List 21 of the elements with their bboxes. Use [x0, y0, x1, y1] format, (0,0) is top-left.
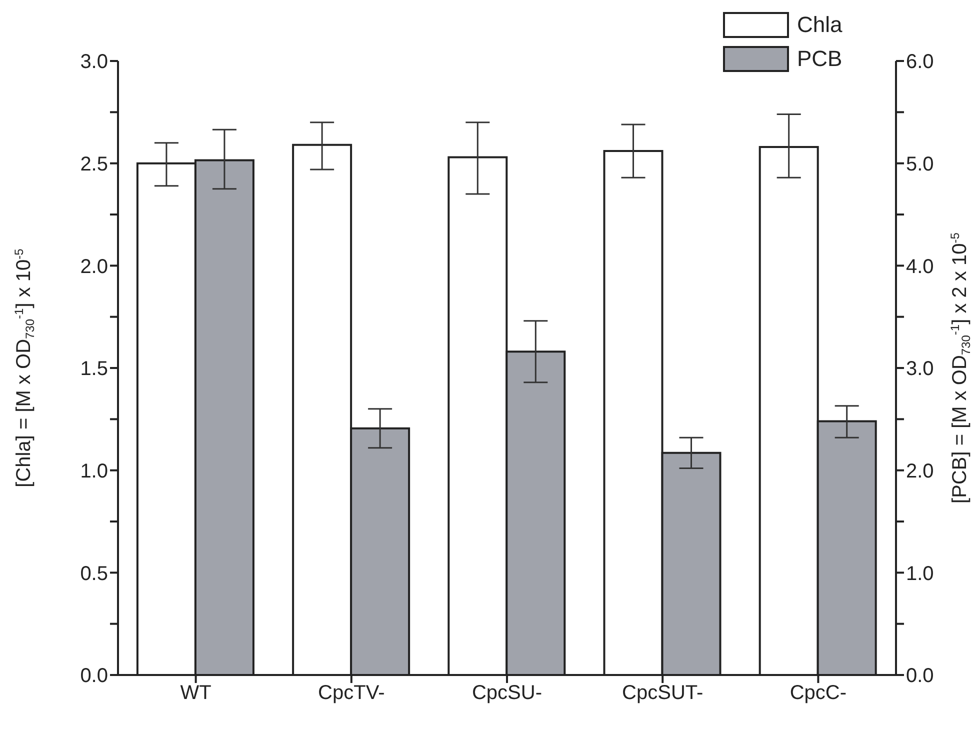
y2-tick-label: 6.0	[906, 51, 934, 74]
y-tick-label: 0.0	[80, 665, 108, 688]
legend-label: PCB	[797, 46, 842, 72]
y2-tick-label: 2.0	[906, 460, 934, 482]
x-tick-label: CpcC-	[790, 682, 847, 704]
y2-tick-label: 0.0	[906, 665, 934, 688]
y-tick-label: 1.5	[80, 358, 108, 380]
x-tick-label: CpcTV-	[318, 682, 385, 704]
y-tick-label: 3.0	[80, 51, 108, 74]
y2-tick-label: 5.0	[906, 153, 934, 176]
y2-tick-label: 4.0	[906, 256, 934, 278]
y2-tick-label: 3.0	[906, 358, 934, 380]
x-tick-label: CpcSUT-	[622, 682, 704, 704]
y-tick-label: 1.0	[80, 460, 108, 482]
y2-tick-label: 1.0	[906, 562, 934, 585]
x-tick-label: CpcSU-	[472, 682, 542, 704]
y-tick-label: 2.5	[80, 153, 108, 176]
y-tick-label: 2.0	[80, 256, 108, 278]
legend-label: Chla	[797, 12, 842, 38]
y-tick-label: 0.5	[80, 562, 108, 585]
x-tick-label: WT	[180, 682, 212, 704]
